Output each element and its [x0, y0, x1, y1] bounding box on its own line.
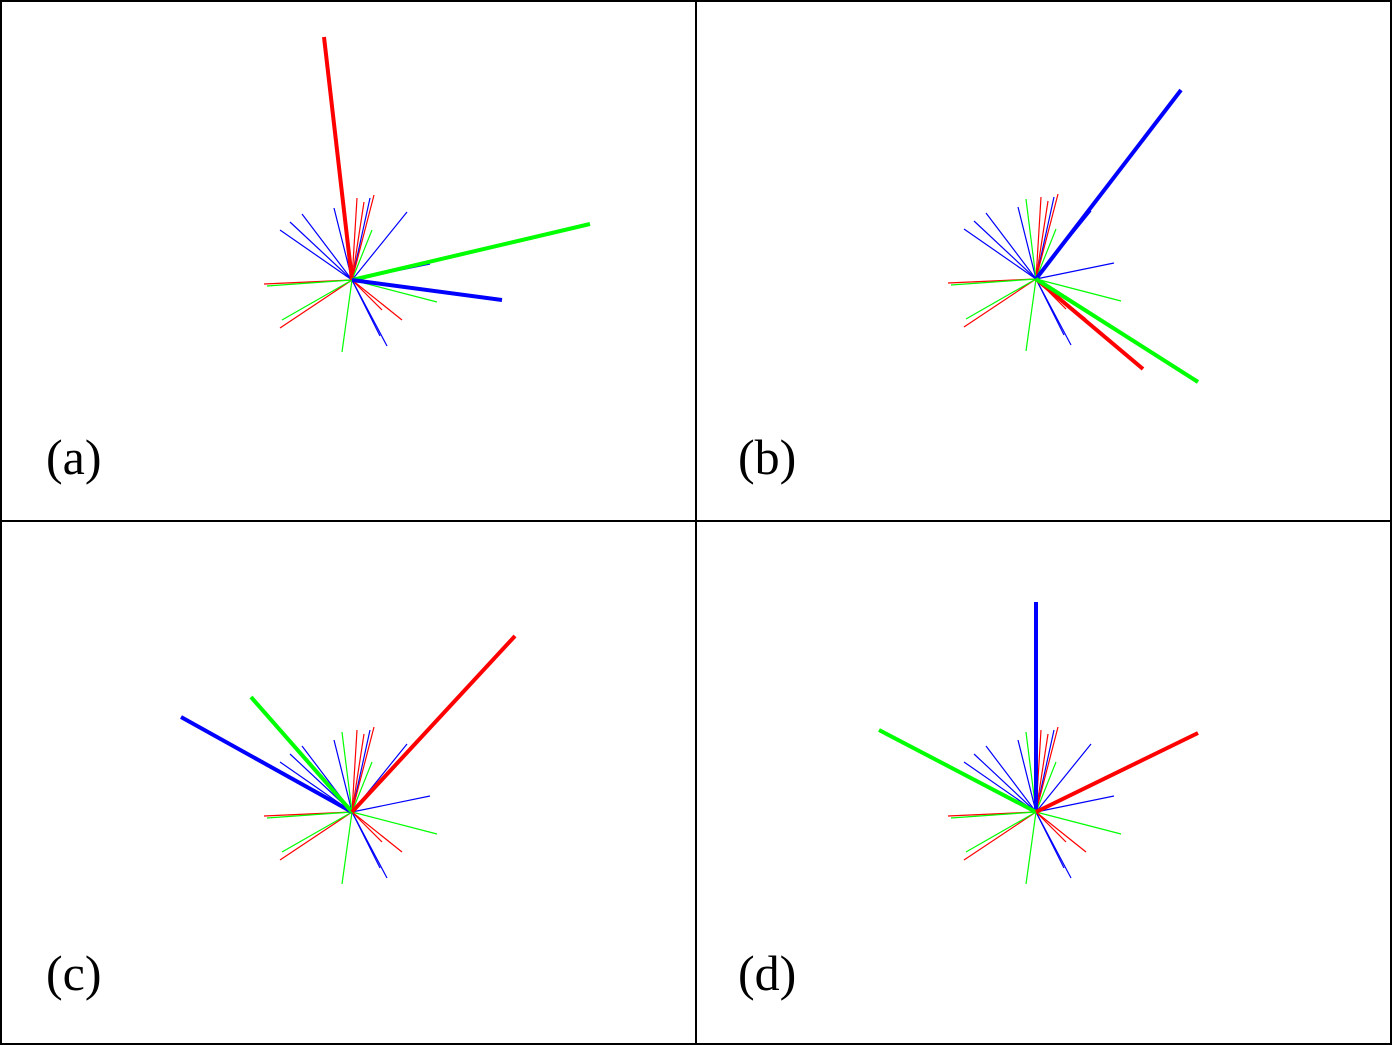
panel: (b)	[738, 88, 1200, 485]
axis-line	[1034, 277, 1145, 371]
panel-label: (c)	[46, 945, 102, 1001]
axis-line	[1034, 277, 1200, 384]
axis-line	[249, 695, 354, 814]
axis-line	[878, 728, 1037, 814]
panel: (c)	[46, 634, 517, 1001]
panel: (d)	[738, 602, 1199, 1001]
axis-line	[322, 36, 354, 281]
axis-line	[1034, 88, 1183, 281]
axis-line	[350, 634, 517, 814]
panel-label: (a)	[46, 429, 102, 485]
axis-line	[351, 278, 503, 302]
panel-label: (d)	[738, 945, 796, 1001]
axis-line	[1035, 731, 1199, 814]
axis-line	[351, 222, 591, 282]
axis-line	[180, 715, 353, 814]
panel: (a)	[46, 36, 591, 485]
panel-label: (b)	[738, 429, 796, 485]
